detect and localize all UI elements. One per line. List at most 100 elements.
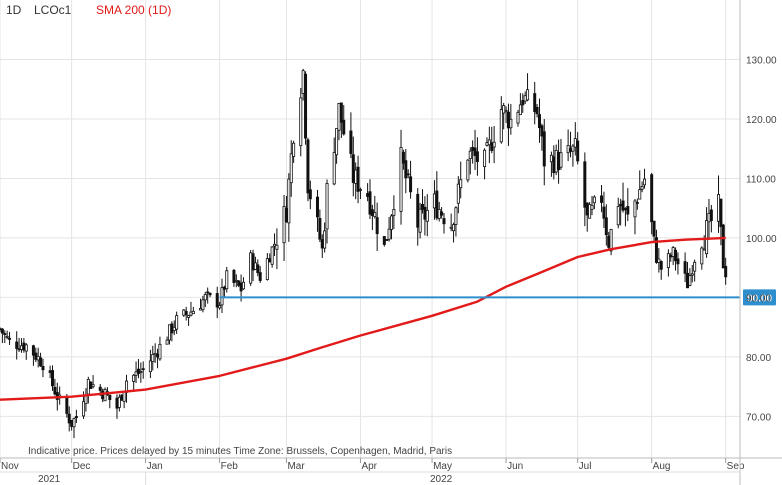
- candle-body: [249, 252, 253, 284]
- candle-body: [315, 196, 319, 218]
- x-tick-label: Jun: [507, 461, 523, 472]
- candle-body: [148, 360, 152, 373]
- candle-body: [640, 186, 644, 190]
- candle-body: [239, 282, 243, 292]
- candle-body: [184, 311, 188, 316]
- candle-body: [382, 236, 386, 245]
- candle-body: [220, 287, 224, 306]
- candle-body: [287, 178, 291, 224]
- candle-body: [406, 173, 410, 176]
- candle-body: [659, 261, 663, 270]
- candle-body: [685, 272, 689, 289]
- y-tick-label: 70.00: [746, 412, 771, 423]
- sma-series: [0, 236, 726, 401]
- x-tick-label: May: [433, 461, 452, 472]
- candle-body: [409, 176, 413, 193]
- candle-body: [153, 352, 157, 356]
- candle-body: [201, 299, 205, 311]
- candle-body: [120, 394, 124, 401]
- candle-body: [401, 151, 405, 164]
- candle-body: [454, 207, 458, 225]
- candle-body: [459, 179, 463, 189]
- candle-body: [387, 228, 391, 240]
- x-tick-label: Mar: [287, 461, 305, 472]
- candle-body: [707, 212, 711, 223]
- candle-body: [308, 189, 312, 200]
- candle-body: [559, 152, 563, 168]
- x-tick-label: Sep: [727, 461, 745, 472]
- candle-body: [523, 95, 527, 102]
- candle-body: [165, 339, 169, 345]
- candle-body: [351, 154, 355, 183]
- candle-body: [199, 308, 203, 311]
- candle-body: [51, 370, 55, 387]
- candle-body: [189, 311, 193, 316]
- candle-body: [473, 147, 477, 156]
- candle-body: [440, 211, 444, 216]
- candle-body: [251, 253, 255, 271]
- candle-body: [74, 416, 78, 419]
- candle-body: [337, 103, 341, 131]
- candle-body: [600, 195, 604, 203]
- candle-body: [552, 156, 556, 174]
- candle-body: [208, 292, 212, 296]
- candle-body: [621, 200, 625, 211]
- candle-body: [268, 258, 272, 263]
- candle-body: [84, 395, 88, 404]
- y-tick-label: 120.00: [746, 115, 777, 126]
- candle-body: [540, 125, 544, 137]
- candle-body: [215, 293, 219, 308]
- symbol-label[interactable]: LCOc1: [34, 3, 72, 17]
- candle-body: [206, 291, 210, 294]
- candle-body: [418, 208, 422, 233]
- candle-body: [375, 217, 379, 235]
- y-tick-label: 100.00: [746, 234, 777, 245]
- candle-body: [452, 224, 456, 232]
- candle-body: [0, 328, 4, 334]
- candle-body: [89, 381, 93, 390]
- candle-body: [122, 391, 126, 402]
- candle-body: [8, 337, 12, 340]
- level-90-tag: [743, 289, 776, 306]
- candle-body: [542, 131, 546, 167]
- candle-body: [41, 366, 45, 371]
- candle-body: [53, 386, 57, 395]
- candle-body: [65, 397, 69, 414]
- candle-body: [602, 206, 606, 219]
- candle-body: [132, 374, 136, 382]
- interval-label[interactable]: 1D: [6, 3, 22, 17]
- y-tick-label: 130.00: [746, 55, 777, 66]
- candle-body: [218, 305, 222, 309]
- candle-body: [265, 258, 269, 280]
- candle-body: [717, 194, 721, 222]
- candle-body: [585, 202, 589, 216]
- candle-body: [425, 209, 429, 222]
- candle-body: [423, 206, 427, 220]
- candle-body: [167, 324, 171, 341]
- candle-body: [549, 154, 553, 163]
- candle-body: [674, 249, 678, 262]
- candle-body: [325, 183, 329, 230]
- candle-body: [5, 335, 9, 338]
- candle-body: [421, 203, 425, 210]
- candle-body: [700, 247, 704, 265]
- candle-body: [234, 279, 238, 282]
- candle-body: [669, 254, 673, 258]
- support-level: 90.00: [219, 289, 776, 306]
- year-label-2021: 2021: [38, 474, 61, 485]
- candle-body: [592, 196, 596, 204]
- candle-body: [70, 419, 74, 427]
- sma-indicator-label[interactable]: SMA 200 (1D): [96, 3, 172, 17]
- candle-body: [31, 345, 35, 356]
- candle-body: [705, 220, 709, 255]
- candle-body: [643, 178, 647, 186]
- candle-body: [693, 261, 697, 272]
- candle-body: [683, 261, 687, 274]
- candle-body: [533, 93, 537, 113]
- candle-body: [573, 138, 577, 148]
- candle-body: [17, 348, 21, 351]
- candle-body: [335, 128, 339, 156]
- candle-body: [590, 204, 594, 210]
- candle-body: [115, 397, 119, 409]
